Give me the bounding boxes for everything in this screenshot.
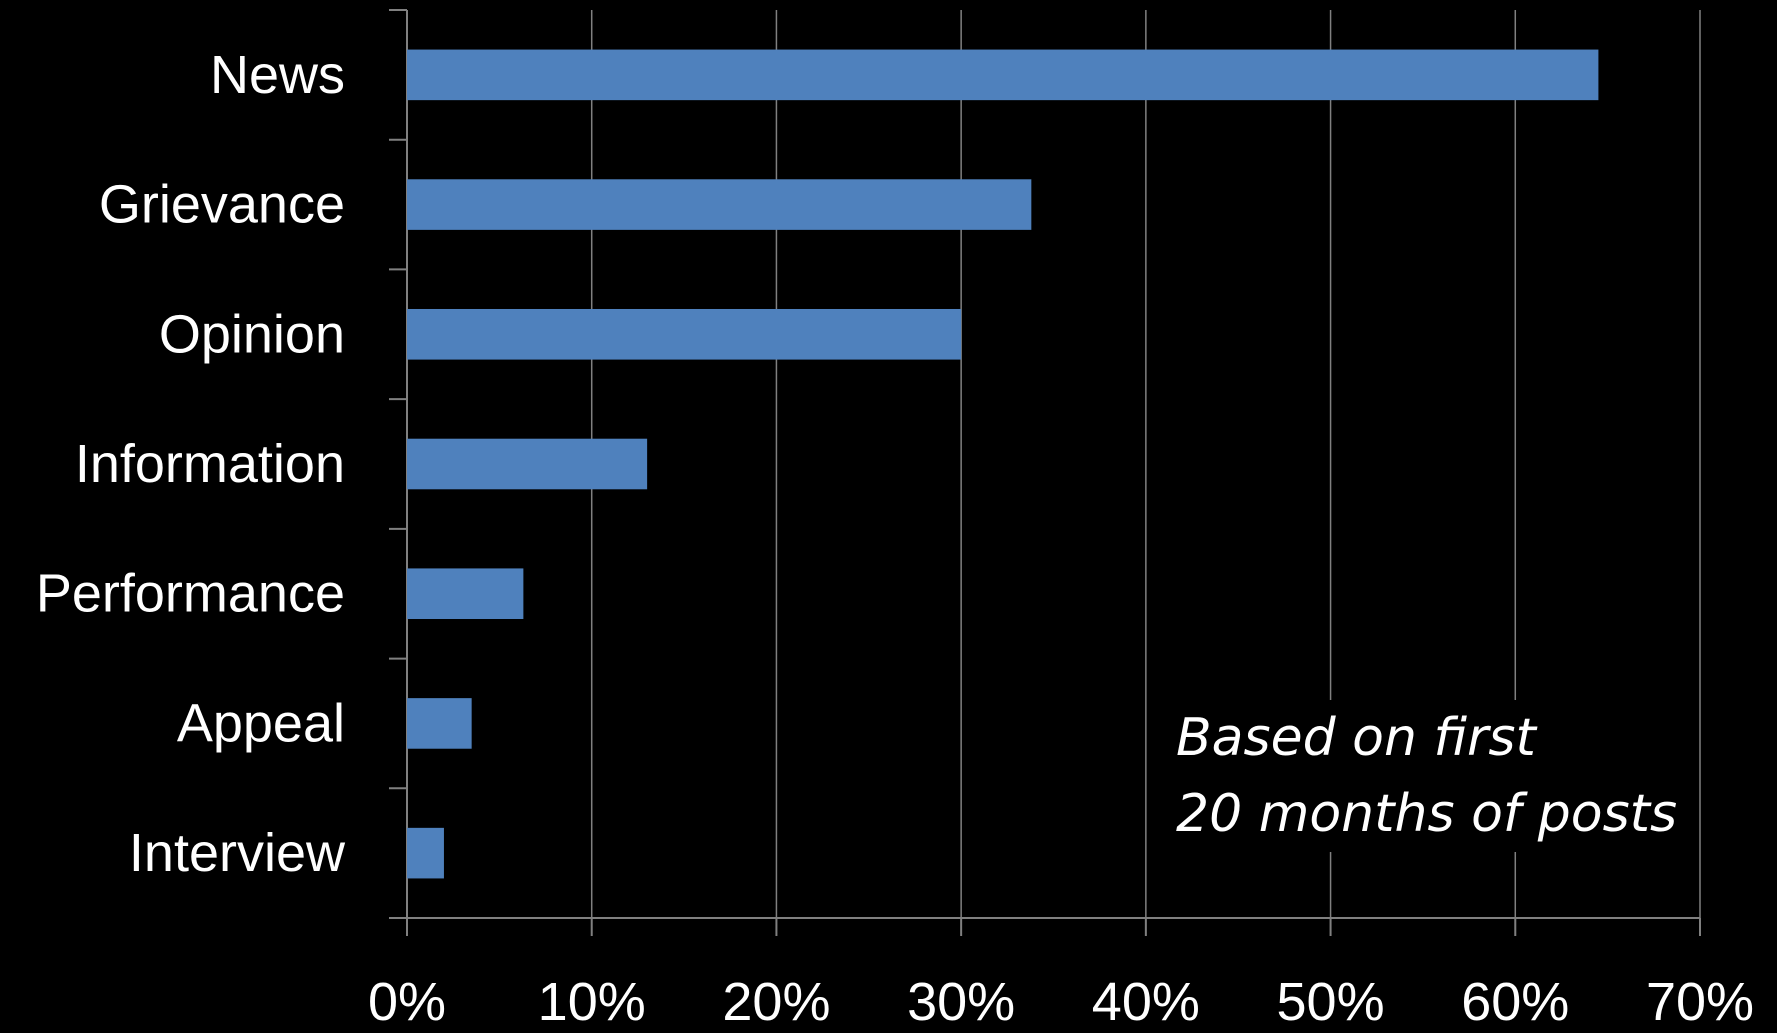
annotation-line-1: Based on first <box>1176 708 1536 768</box>
x-tick-label-10: 10% <box>538 972 646 1028</box>
x-tick-label-50: 50% <box>1277 972 1385 1028</box>
category-label-interview: Interview <box>129 823 346 883</box>
x-tick-label-20: 20% <box>722 972 830 1028</box>
bar-information <box>407 438 648 490</box>
category-label-appeal: Appeal <box>177 693 345 753</box>
bar-news <box>407 49 1599 101</box>
bar-performance <box>407 568 524 620</box>
category-label-news: News <box>210 45 345 105</box>
bar-opinion <box>407 308 962 360</box>
x-tick-label-0: 0% <box>368 972 446 1028</box>
bar-appeal <box>407 698 472 749</box>
bar-grievance <box>407 179 1032 230</box>
x-tick-label-30: 30% <box>907 972 1015 1028</box>
category-label-performance: Performance <box>36 564 345 624</box>
category-label-grievance: Grievance <box>99 175 345 235</box>
bar-interview <box>407 827 444 879</box>
category-label-information: Information <box>75 434 345 494</box>
category-label-opinion: Opinion <box>159 304 345 364</box>
x-tick-label-70: 70% <box>1646 972 1754 1028</box>
x-tick-label-40: 40% <box>1092 972 1200 1028</box>
x-tick-label-60: 60% <box>1461 972 1569 1028</box>
annotation-line-2: 20 months of posts <box>1176 784 1678 844</box>
chart-annotation: Based on first 20 months of posts <box>1170 700 1684 852</box>
